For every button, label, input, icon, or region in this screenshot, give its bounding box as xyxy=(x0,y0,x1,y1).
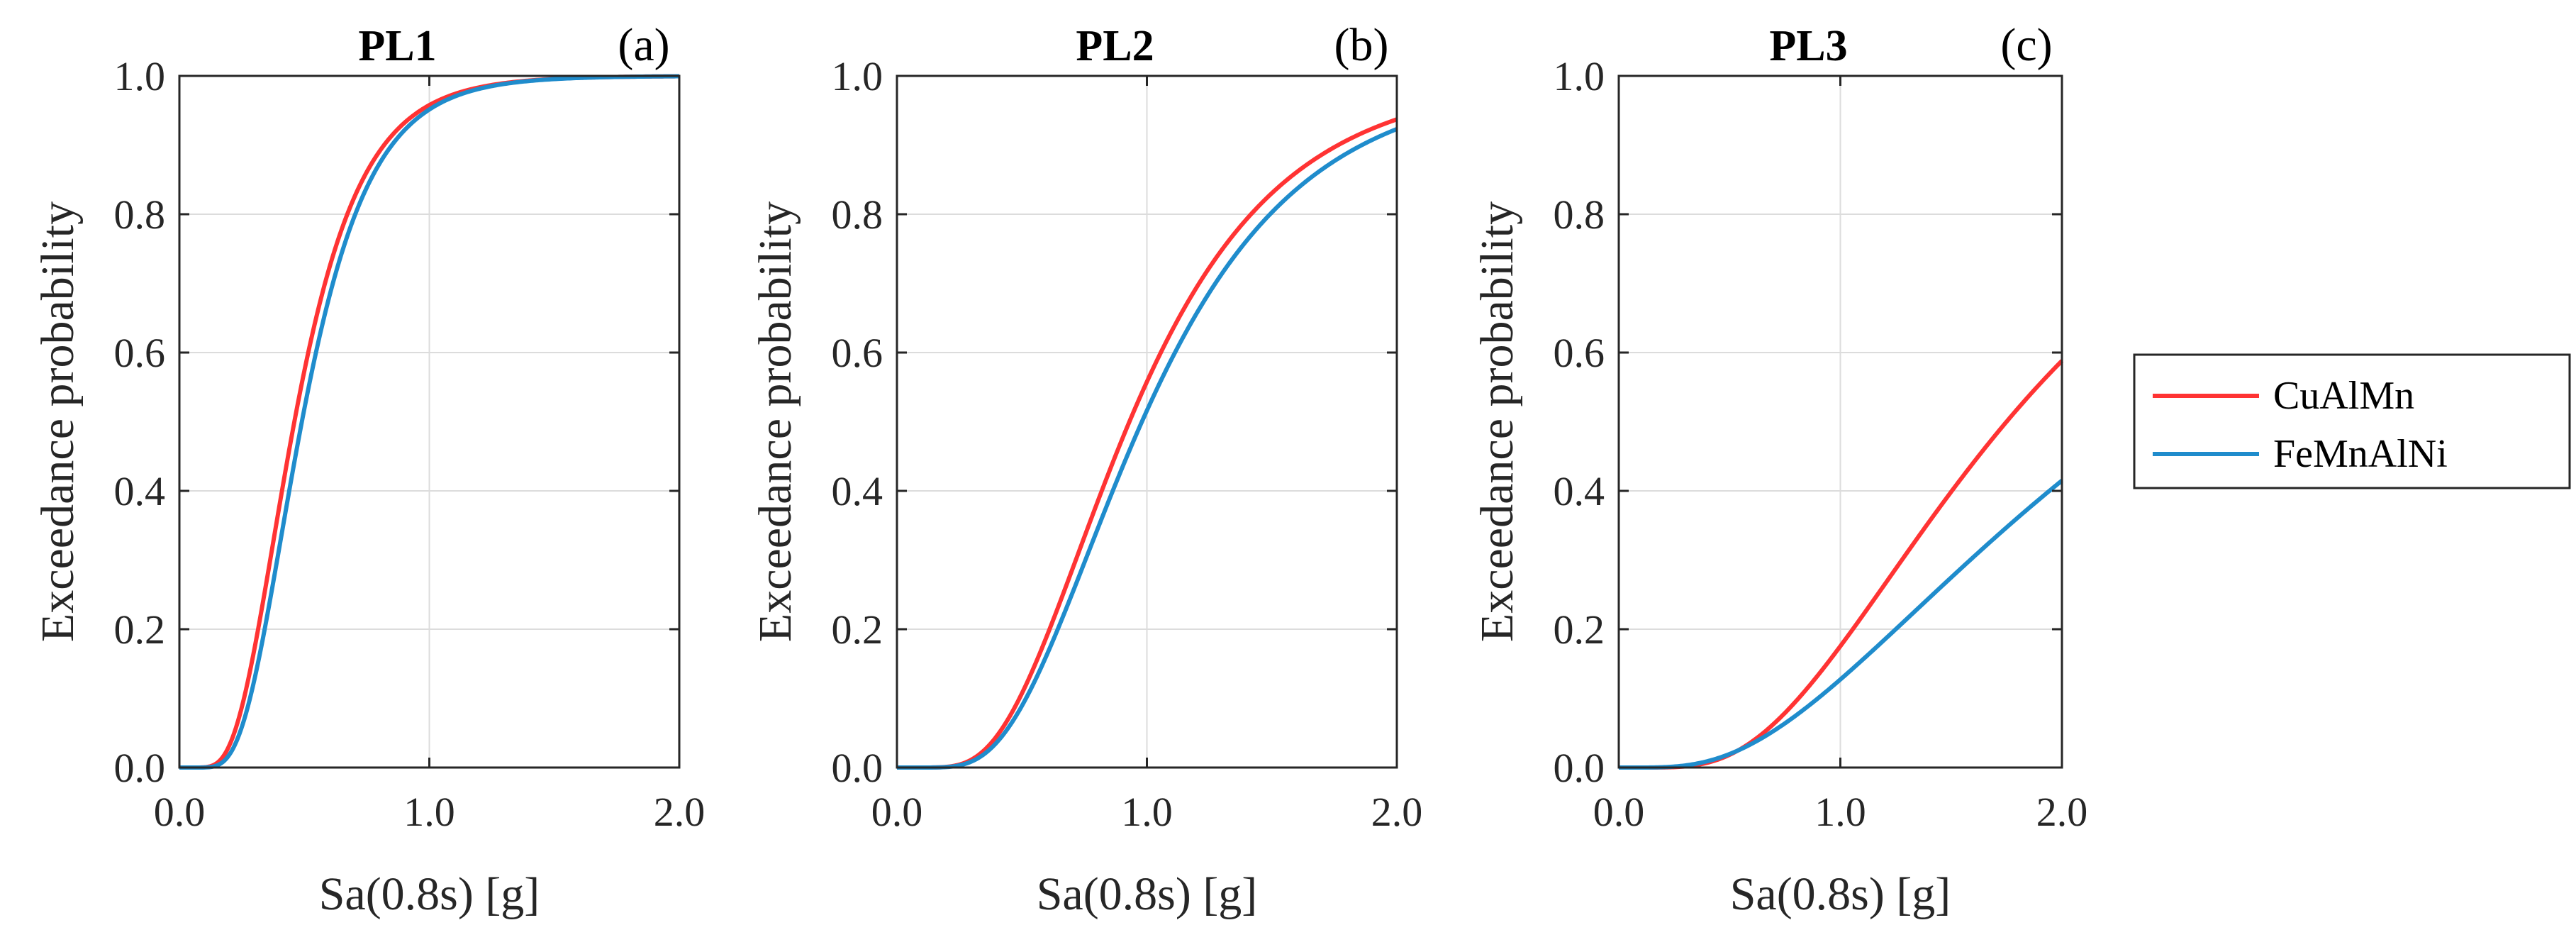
legend-box xyxy=(2133,353,2571,489)
panel-title: PL3 xyxy=(1769,22,1847,70)
panel-title: PL1 xyxy=(358,22,436,70)
y-tick-label: 0.8 xyxy=(832,192,883,238)
panel-title: PL2 xyxy=(1076,22,1154,70)
series-line-femnalni xyxy=(896,127,1398,770)
x-axis-label: Sa(0.8s) [g] xyxy=(1730,868,1951,920)
series-line-femnalni xyxy=(179,74,680,770)
y-tick-label: 0.2 xyxy=(1554,607,1605,653)
y-tick-label: 0.0 xyxy=(1554,745,1605,791)
x-tick-label: 1.0 xyxy=(403,789,455,835)
y-tick-label: 0.4 xyxy=(832,468,883,514)
y-tick-label: 0.0 xyxy=(832,745,883,791)
series-line-femnalni xyxy=(1618,479,2063,770)
panel-pl2: 0.0 0.2 0.4 0.6 0.8 1.0 0.0 1.0 2.0 Sa(0.8s) [g] E… xyxy=(749,19,1422,920)
x-tick-label: 0.0 xyxy=(1593,789,1645,835)
y-tick-label: 1.0 xyxy=(832,53,883,99)
y-axis-label: Exceedance probability xyxy=(749,201,801,642)
series-line-cualmn xyxy=(896,117,1398,770)
panel-tag: (a) xyxy=(618,19,669,71)
x-tick-label: 1.0 xyxy=(1814,789,1866,835)
y-tick-label: 0.2 xyxy=(832,607,883,653)
x-axis-label: Sa(0.8s) [g] xyxy=(1037,868,1258,920)
y-tick-label: 0.4 xyxy=(1554,468,1605,514)
x-tick-label: 1.0 xyxy=(1121,789,1173,835)
x-tick-label: 0.0 xyxy=(154,789,206,835)
panel-pl3: 0.0 0.2 0.4 0.6 0.8 1.0 0.0 1.0 2.0 Sa(0.8s) [g] E… xyxy=(1471,19,2087,920)
y-axis-label: Exceedance probability xyxy=(1471,201,1523,642)
y-tick-label: 0.6 xyxy=(114,330,166,376)
y-tick-label: 0.6 xyxy=(1554,330,1605,376)
y-tick-label: 1.0 xyxy=(1554,53,1605,99)
y-axis-label: Exceedance probability xyxy=(32,201,84,642)
y-tick-label: 0.2 xyxy=(114,607,166,653)
y-tick-label: 1.0 xyxy=(114,53,166,99)
y-tick-label: 0.8 xyxy=(114,192,166,238)
legend: CuAlMn FeMnAlNi xyxy=(2133,353,2571,489)
panel-pl1: 0.0 0.2 0.4 0.6 0.8 1.0 0.0 1.0 2.0 Sa(0.8s) [g] E… xyxy=(32,19,705,920)
x-tick-label: 2.0 xyxy=(2036,789,2088,835)
y-tick-label: 0.8 xyxy=(1554,192,1605,238)
x-tick-label: 0.0 xyxy=(871,789,923,835)
x-tick-label: 2.0 xyxy=(1371,789,1423,835)
legend-label-cualmn: CuAlMn xyxy=(2273,374,2414,418)
panel-tag: (c) xyxy=(2000,19,2052,71)
panel-tag: (b) xyxy=(1334,19,1389,71)
legend-label-femnalni: FeMnAlNi xyxy=(2273,432,2448,476)
x-tick-label: 2.0 xyxy=(654,789,706,835)
y-tick-label: 0.4 xyxy=(114,468,166,514)
y-tick-label: 0.6 xyxy=(832,330,883,376)
x-axis-label: Sa(0.8s) [g] xyxy=(319,868,540,920)
y-tick-label: 0.0 xyxy=(114,745,166,791)
